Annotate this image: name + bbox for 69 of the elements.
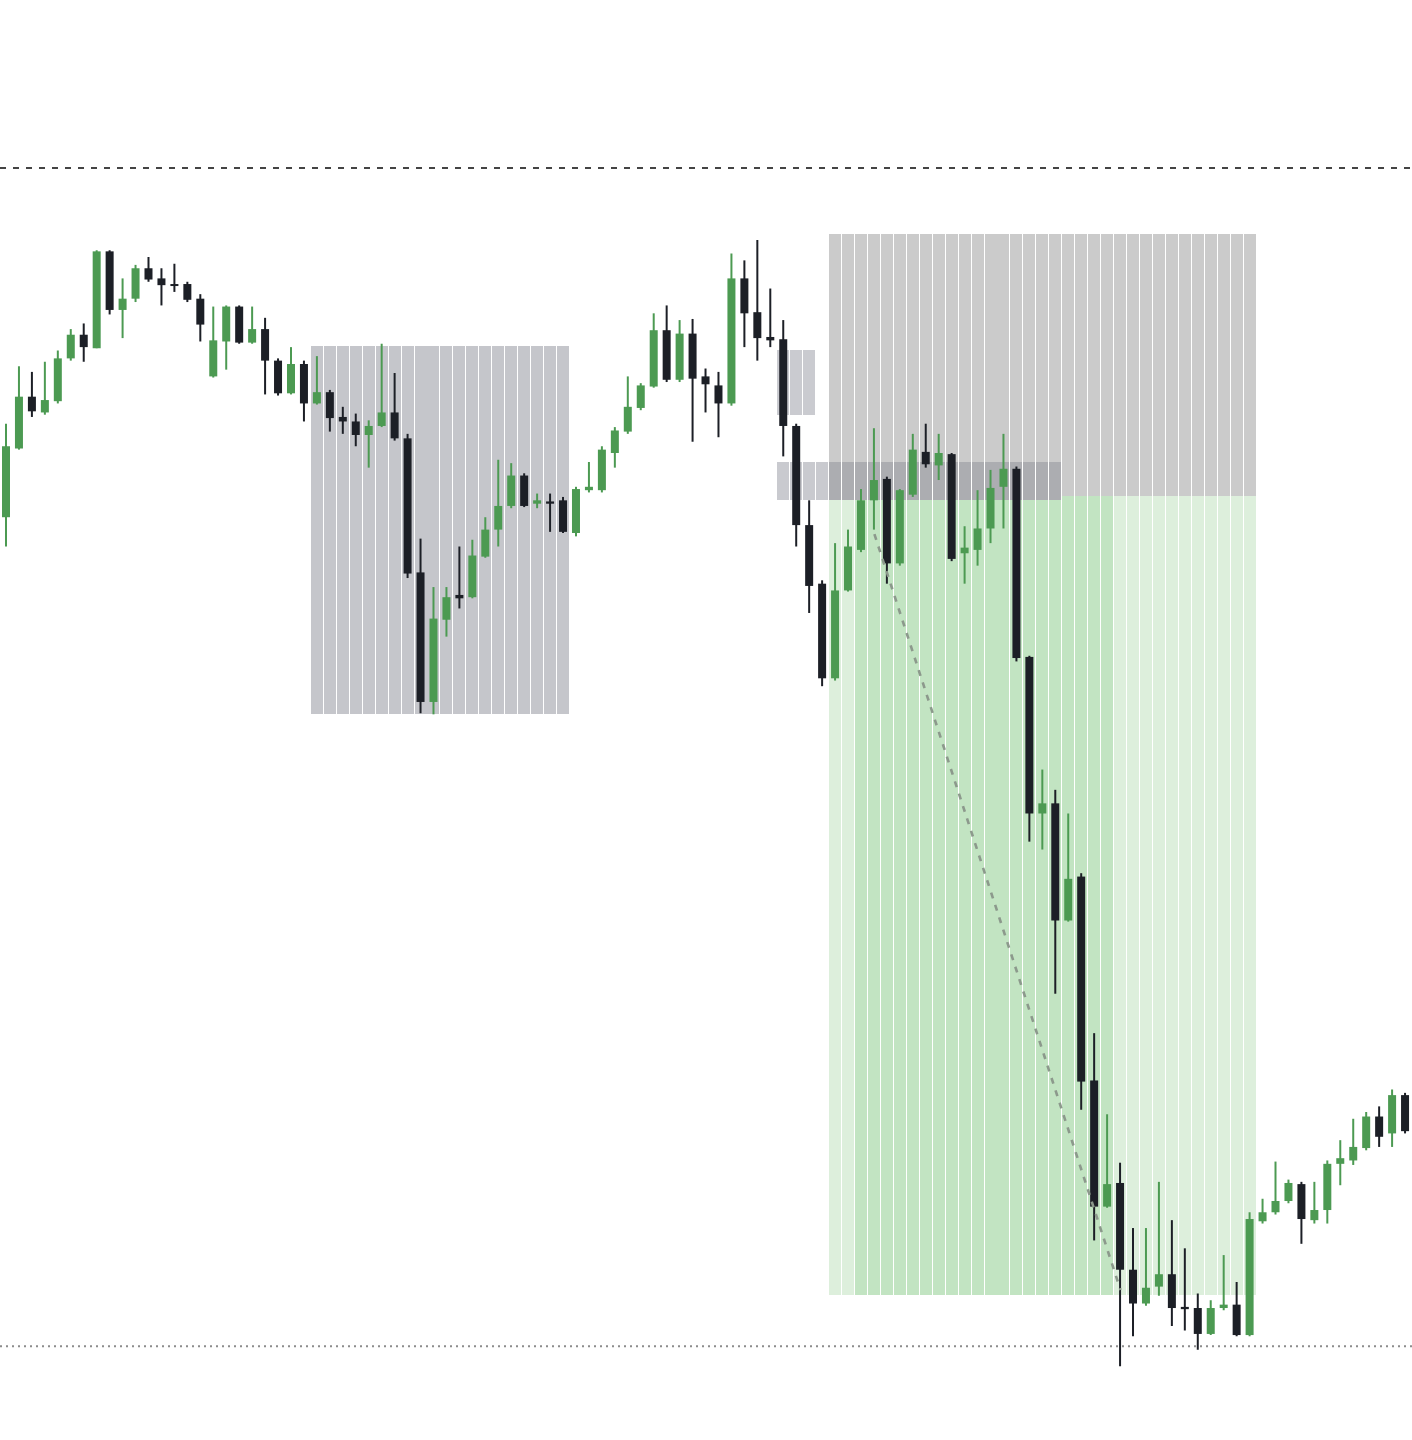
candlestick: [1297, 1180, 1306, 1245]
candlestick: [274, 357, 283, 397]
candlestick: [299, 359, 308, 423]
candlestick: [494, 458, 503, 548]
candlestick: [1064, 812, 1073, 923]
candlestick: [209, 305, 218, 379]
candlestick: [546, 492, 555, 533]
candlestick: [66, 328, 75, 362]
candlestick: [507, 462, 516, 510]
candlestick: [40, 360, 49, 416]
candlestick: [688, 317, 697, 443]
candlestick: [248, 305, 257, 345]
candlestick: [118, 277, 127, 340]
candlestick: [623, 375, 632, 435]
candlestick: [481, 516, 490, 559]
candlestick: [157, 267, 166, 307]
candlestick: [1154, 1180, 1163, 1297]
candlestick: [131, 263, 140, 304]
candlestick: [1206, 1299, 1215, 1337]
candlestick: [183, 280, 192, 304]
candlestick: [351, 412, 360, 448]
candlestick: [53, 349, 62, 405]
candlestick: [286, 346, 295, 396]
candlestick: [442, 586, 451, 638]
candlestick: [714, 370, 723, 439]
candlestick: [740, 259, 749, 349]
candlestick: [675, 319, 684, 384]
candlestick: [261, 316, 270, 396]
candlestick: [1038, 768, 1047, 851]
candlestick: [610, 426, 619, 469]
candlestick: [27, 370, 36, 418]
candlestick: [1323, 1159, 1332, 1225]
candlestick: [636, 382, 645, 412]
candlestick: [170, 262, 179, 293]
candlestick: [520, 472, 529, 509]
candlestick: [1284, 1178, 1293, 1205]
candlestick: [1388, 1088, 1397, 1148]
candlestick: [364, 419, 373, 469]
candlestick: [1336, 1139, 1345, 1187]
candlestick: [1167, 1219, 1176, 1328]
candlestick: [908, 432, 917, 498]
candlestick: [1310, 1180, 1319, 1225]
candlestick: [1103, 1113, 1112, 1209]
candlestick: [1401, 1091, 1410, 1135]
candlestick: [597, 445, 606, 494]
candlestick: [1271, 1160, 1280, 1216]
candlestick: [701, 367, 710, 414]
candlestick: [144, 255, 153, 283]
candlestick: [325, 388, 334, 433]
candlestick: [377, 342, 386, 429]
candlestick: [468, 538, 477, 600]
candlestick: [1258, 1197, 1267, 1225]
candlestick: [196, 293, 205, 343]
candlestick: [1362, 1111, 1371, 1152]
candlestick: [312, 355, 321, 406]
candlestick: [559, 495, 568, 534]
candlestick: [235, 304, 244, 345]
candlestick: [753, 239, 762, 362]
candlestick: [1349, 1117, 1358, 1166]
candlestick: [1375, 1105, 1384, 1148]
candlestick: [1141, 1227, 1150, 1307]
candlestick: [1232, 1281, 1241, 1338]
candlestick: [1129, 1227, 1138, 1338]
candlestick: [390, 372, 399, 442]
candlestick: [79, 322, 88, 363]
candlestick: [844, 528, 853, 593]
candlestick: [571, 485, 580, 538]
candlestick: [1193, 1292, 1202, 1351]
candlestick: [222, 304, 231, 371]
